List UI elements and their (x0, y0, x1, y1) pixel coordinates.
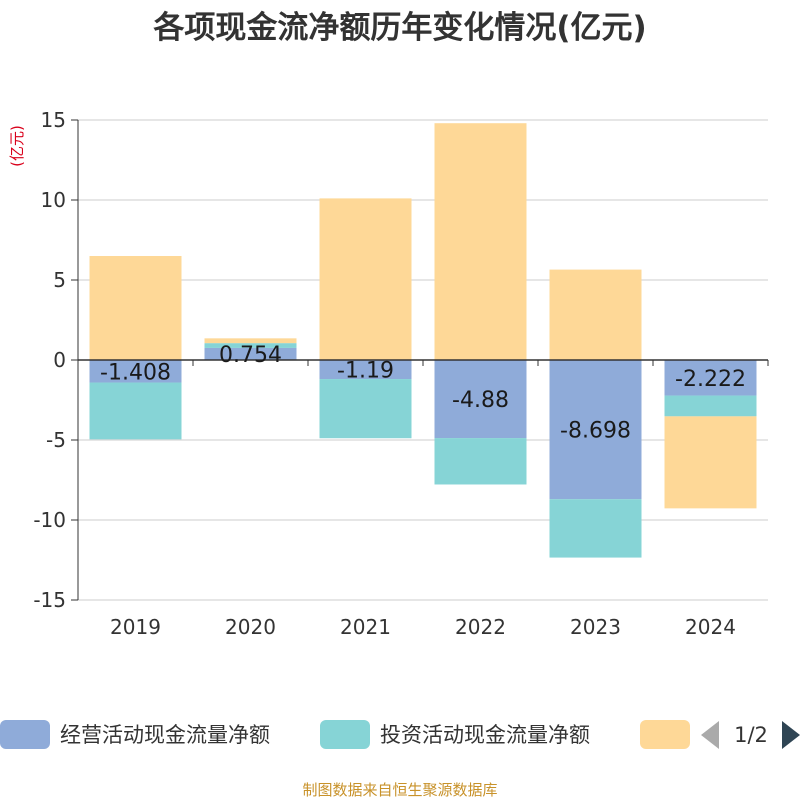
legend-label-2: 投资活动现金流量净额 (380, 723, 590, 747)
bar-2024-series-2 (664, 395, 757, 417)
bar-2019-series-2 (89, 382, 182, 440)
bar-2020-series-1 (204, 347, 297, 360)
data-label-2023: -8.698 (560, 419, 631, 444)
bar-2020-series-2 (204, 343, 297, 348)
data-label-2020: 0.754 (219, 343, 282, 368)
bar-2019-series-3 (89, 256, 182, 360)
bars (89, 123, 757, 558)
source-note: 制图数据来自恒生聚源数据库 (302, 781, 497, 799)
legend-swatch-3 (640, 720, 690, 749)
bar-2023-series-3 (549, 269, 642, 360)
bar-2023-series-2 (549, 499, 642, 558)
bar-2021-series-3 (319, 198, 412, 360)
y-tick-label--10: -10 (33, 508, 66, 532)
data-labels: -1.408 0.754 -1.19 -4.88 -8.698 -2.222 (100, 343, 746, 444)
y-tick-label--15: -15 (33, 588, 66, 612)
x-tick-label-2019: 2019 (110, 615, 161, 639)
y-tick-label-0: 0 (53, 348, 66, 372)
bar-2024-series-3 (664, 416, 757, 509)
bar-2020-series-3 (204, 338, 297, 344)
legend-label-1: 经营活动现金流量净额 (60, 723, 270, 747)
legend-pager: 1/2 (701, 721, 800, 749)
x-tick-label-2020: 2020 (225, 615, 276, 639)
data-label-2019: -1.408 (100, 360, 171, 385)
pager-text: 1/2 (734, 723, 768, 747)
y-axis-label: (亿元) (8, 125, 26, 167)
y-tick-label-5: 5 (53, 268, 66, 292)
bar-2021-series-1 (319, 360, 412, 380)
bar-2019-series-1 (89, 360, 182, 383)
y-tick-label--5: -5 (46, 428, 66, 452)
chart-title: 各项现金流净额历年变化情况(亿元) (152, 10, 646, 46)
bar-2022-series-3 (434, 123, 527, 360)
bar-2021-series-2 (319, 379, 412, 439)
data-label-2024: -2.222 (675, 367, 746, 392)
bar-2022-series-1 (434, 360, 527, 439)
legend-swatch-2 (320, 720, 370, 749)
pager-next-icon[interactable] (782, 721, 800, 749)
x-tick-label-2023: 2023 (570, 615, 621, 639)
y-tick-label-15: 15 (41, 108, 66, 132)
x-tick-label-2021: 2021 (340, 615, 391, 639)
grid-lines (78, 119, 768, 601)
x-tick-label-2022: 2022 (455, 615, 506, 639)
x-tick-label-2024: 2024 (685, 615, 736, 639)
data-label-2022: -4.88 (452, 388, 509, 413)
bar-2023-series-1 (549, 360, 642, 500)
y-tick-label-10: 10 (41, 188, 66, 212)
bar-2022-series-2 (434, 438, 527, 485)
x-axis-ticks: 2019 2020 2021 2022 2023 2024 (77, 360, 769, 639)
legend-swatch-1 (0, 720, 50, 749)
pager-prev-icon[interactable] (701, 721, 719, 749)
y-axis-ticks: 15 10 5 0 -5 -10 -15 (33, 108, 78, 612)
data-label-2021: -1.19 (337, 359, 394, 384)
legend: 经营活动现金流量净额 投资活动现金流量净额 (0, 720, 690, 749)
bar-2024-series-1 (664, 360, 757, 396)
